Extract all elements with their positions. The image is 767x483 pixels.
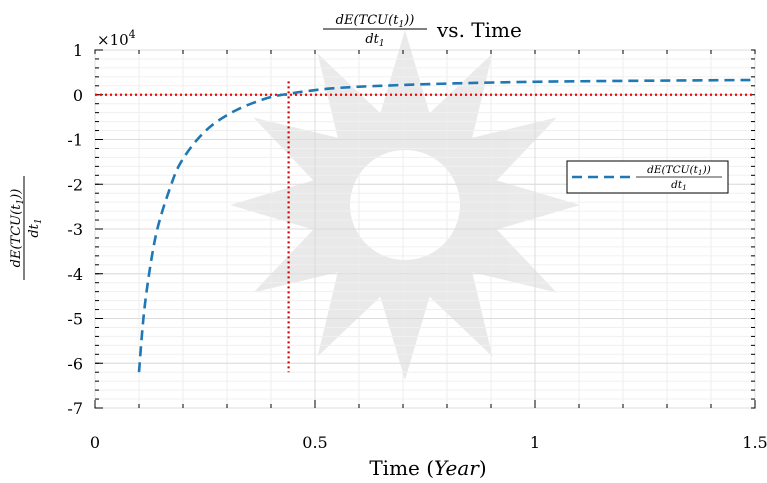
x-tick-label: 0.5 — [302, 433, 327, 452]
svg-text:dt1: dt1 — [27, 218, 44, 237]
y-tick-label: -1 — [67, 131, 83, 150]
y-tick-label: -3 — [67, 220, 83, 239]
legend: dE(TCU(t1)) dt1 — [566, 160, 729, 194]
y-exponent-label: ×104 — [97, 28, 136, 49]
series-line — [137, 78, 756, 373]
x-tick-label: 1.5 — [742, 433, 767, 452]
y-tick-label: -2 — [67, 175, 83, 194]
svg-text:dt1: dt1 — [671, 179, 687, 192]
chart-title: dE(TCU(t1)) dt1 vs. Time — [323, 13, 522, 49]
grid — [94, 49, 756, 409]
x-tick-labels: 0 0.5 1 1.5 — [90, 433, 767, 452]
y-tick-label: -6 — [67, 354, 83, 373]
ticks — [94, 49, 756, 409]
svg-text:dE(TCU(t1)): dE(TCU(t1)) — [647, 164, 711, 177]
legend-entry: dE(TCU(t1)) dt1 — [636, 164, 722, 192]
y-tick-label: -4 — [67, 265, 83, 284]
y-axis-label: dE(TCU(t1)) dt1 — [9, 176, 44, 280]
y-tick-label: 1 — [73, 41, 83, 60]
y-tick-label: -7 — [67, 399, 83, 418]
reference-lines — [95, 81, 755, 373]
svg-text:vs. Time: vs. Time — [436, 18, 522, 42]
x-axis-label: Time (Year) — [369, 456, 486, 480]
x-tick-label: 1 — [530, 433, 540, 452]
y-tick-label: 0 — [73, 86, 83, 105]
y-tick-labels: 1 0 -1 -2 -3 -4 -5 -6 -7 — [67, 41, 83, 418]
x-tick-label: 0 — [90, 433, 100, 452]
svg-text:dt1: dt1 — [365, 32, 384, 49]
svg-text:dE(TCU(t1)): dE(TCU(t1)) — [9, 189, 26, 268]
y-tick-label: -5 — [67, 310, 83, 329]
watermark-logo — [230, 30, 580, 380]
svg-text:dE(TCU(t1)): dE(TCU(t1)) — [336, 13, 415, 30]
